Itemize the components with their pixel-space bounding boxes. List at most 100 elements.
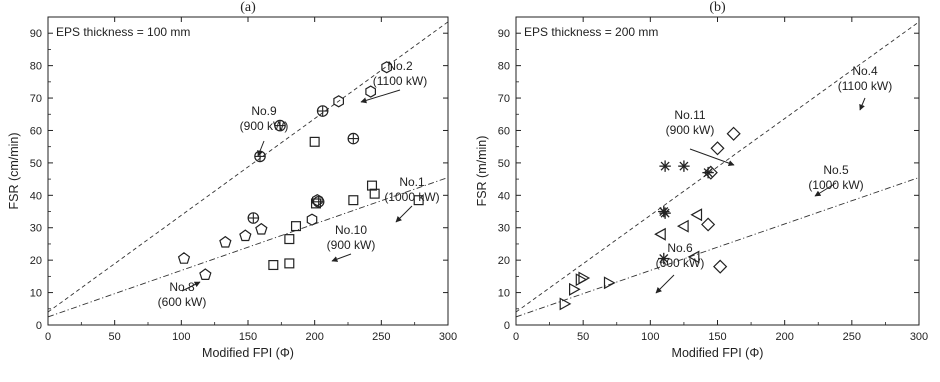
panel-a-annotation: No.10(900 kW) (327, 223, 376, 262)
panel-a-x-tick-label: 250 (372, 331, 390, 343)
panel-b-annotation-arrow (859, 97, 866, 111)
panel-b-point-asterisk (659, 160, 671, 172)
panel-a-series-pentagon (177, 222, 268, 280)
panel-b-eps-thickness-label: EPS thickness = 200 mm (524, 25, 658, 39)
panel-a-annotation-text: (600 kW) (158, 295, 207, 309)
panel-a-point-hexagon (306, 213, 318, 226)
panel-a-annotation: No.1(1000 kW) (384, 175, 440, 223)
panel-b-point-asterisk (659, 207, 671, 219)
panel-b-point-diamond (726, 126, 741, 141)
panel-a-y-tick-label: 20 (30, 255, 42, 267)
panel-a-annotation-text: (900 kW) (327, 238, 376, 252)
panel-a-letter: (a) (240, 0, 256, 15)
panel-a-dashed-line (48, 21, 448, 313)
panel-a-point-square (268, 260, 279, 271)
panel-a-point-square (348, 195, 359, 206)
panel-a-eps-thickness-label: EPS thickness = 100 mm (56, 25, 190, 39)
panel-b-annotation-text: No.6 (667, 241, 693, 255)
panel-b-annotation-text: (1100 kW) (838, 79, 892, 93)
panel-a-annotation: No.2(1100 kW) (360, 59, 427, 104)
panel-b-x-tick-label: 150 (708, 331, 726, 343)
panel-a-point-square (290, 221, 302, 232)
panel-a-series-hexagon (306, 61, 392, 226)
panel-b-y-tick-label: 30 (498, 223, 510, 235)
panel-a-point-square (366, 180, 378, 191)
panel-b-y-tick-label: 70 (498, 93, 510, 105)
panel-a-annotation-text: No.2 (387, 59, 413, 73)
panel-a-point-circle-plus (274, 119, 286, 132)
panel-a-point-pentagon (219, 235, 232, 248)
panel-a-point-pentagon (239, 229, 252, 242)
panel-b-annotation: No.11(900 kW) (666, 108, 735, 166)
panel-a-annotation-text: (900 kW) (240, 119, 289, 133)
panel-b-x-tick-label: 100 (641, 331, 659, 343)
panel-a-annotation: No.9(900 kW) (240, 104, 289, 157)
panel-a-annotation-text: (1100 kW) (373, 74, 427, 88)
panel-b-y-tick-label: 80 (498, 61, 510, 73)
panel-b-point-triangle-left (690, 208, 703, 222)
panel-a-point-hexagon (365, 85, 376, 98)
panel-b-y-axis-title: FSR (m/min) (475, 136, 489, 207)
panel-b-series-diamond (701, 126, 741, 274)
panel-a-y-tick-label: 40 (30, 190, 42, 202)
panel-a-x-tick-label: 300 (439, 331, 457, 343)
panel-a-point-square (284, 258, 295, 269)
panel-b-point-triangle-left (654, 227, 666, 241)
panel-a-x-tick-label: 100 (172, 331, 190, 343)
panel-b-y-tick-label: 50 (498, 158, 510, 170)
panel-a-x-tick-label: 0 (45, 331, 51, 343)
panel-b-annotation-text: No.4 (852, 64, 878, 78)
panel-a-annotation-text: (1000 kW) (384, 190, 439, 204)
panel-b-dash-dot-line (516, 177, 919, 318)
panel-b-x-tick-label: 200 (775, 331, 793, 343)
panel-b-y-tick-label: 20 (498, 255, 510, 267)
panel-a-point-pentagon (177, 252, 191, 264)
panel-b-point-asterisk (678, 160, 690, 172)
panel-b-point-triangle-left (687, 250, 700, 264)
panel-b-point-triangle-right (568, 282, 581, 296)
panel-b-y-tick-label: 90 (498, 28, 510, 40)
panel-a-y-tick-label: 30 (30, 223, 42, 235)
panel-b-y-tick-label: 40 (498, 190, 510, 202)
panel-b-annotation-text: (900 kW) (666, 123, 715, 137)
panel-a-y-tick-label: 0 (36, 320, 42, 332)
panel-b-point-diamond (710, 141, 725, 156)
panel-b-annotation: No.4(1100 kW) (838, 64, 892, 111)
panel-b-letter: (b) (709, 0, 726, 15)
panel-a-point-hexagon (381, 61, 392, 74)
panel-a-point-circle-plus (254, 150, 266, 163)
panel-a-x-tick-label: 200 (305, 331, 323, 343)
panel-b-annotation-text: No.5 (823, 163, 849, 177)
panel-b-x-tick-label: 50 (577, 331, 589, 343)
panel-b-point-diamond (713, 259, 728, 274)
panel-b-annotation-arrow (814, 182, 837, 197)
panel-b-point-diamond (701, 217, 716, 232)
panel-b-point-triangle-right (559, 297, 572, 311)
panel-b-annotation-text: (600 kW) (656, 256, 705, 270)
panel-b-y-tick-label: 10 (498, 288, 510, 300)
panel-a-dash-dot-line (48, 177, 448, 318)
panel-a-point-square (309, 136, 320, 147)
panel-a-annotation-arrow (395, 205, 413, 223)
panel-b-x-axis-title: Modified FPI (Φ) (672, 346, 764, 360)
panel-a-point-circle-plus (316, 105, 329, 117)
panel-b-annotation-text: No.11 (674, 108, 705, 122)
panel-b-annotation-arrow (655, 274, 675, 294)
panel-a-point-circle-plus (312, 196, 325, 208)
panel-b-x-tick-label: 0 (513, 331, 519, 343)
panel-a-point-square (369, 188, 380, 199)
panel-a-point-square (413, 195, 424, 206)
panel-a-y-tick-label: 80 (30, 61, 42, 73)
panel-b-y-tick-label: 0 (504, 320, 510, 332)
panel-a-annotation: No.8(600 kW) (158, 280, 207, 309)
panel-a-annotation-arrow (181, 281, 201, 292)
panel-b: (b) 0 50 100 150 200 250 300 0 10 20 30 40 50 60 70 80 90… (475, 0, 928, 360)
panel-b-point-triangle-right (603, 276, 616, 290)
panel-b-point-triangle-right (578, 271, 591, 285)
panel-a-x-tick-label: 150 (239, 331, 257, 343)
panel-a-annotation-arrow (360, 89, 401, 104)
panel-a-point-circle-plus (347, 132, 360, 145)
panel-b-series-triangle-left (654, 208, 703, 264)
panel-a-annotation-text: No.8 (169, 280, 195, 294)
panel-b-annotation-text: (1000 kW) (808, 178, 863, 192)
